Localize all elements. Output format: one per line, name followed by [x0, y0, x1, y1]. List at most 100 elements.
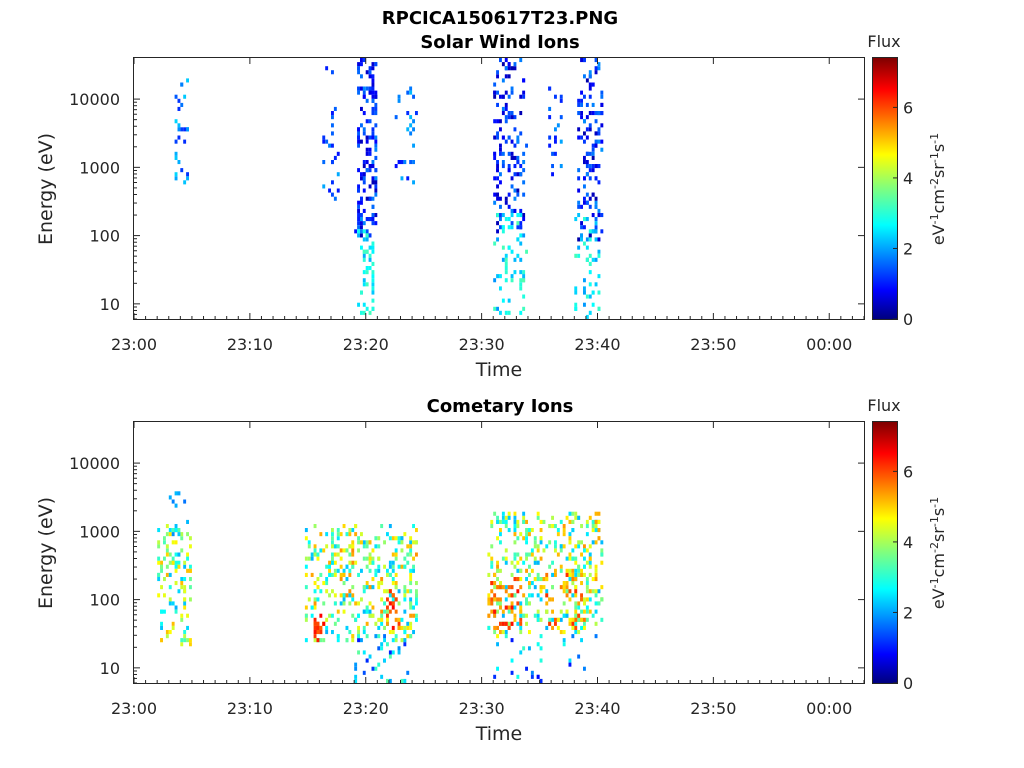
heatmap-cell [591, 147, 595, 152]
heatmap-cell [157, 544, 161, 549]
heatmap-cell [304, 613, 308, 618]
heatmap-cell [501, 519, 505, 524]
heatmap-cell [186, 519, 189, 524]
heatmap-cell [516, 192, 520, 197]
heatmap-cell [594, 528, 598, 533]
heatmap-cell [380, 621, 384, 626]
heatmap-cell [177, 123, 181, 128]
heatmap-cell [499, 196, 502, 201]
heatmap-cell [585, 127, 589, 132]
heatmap-cell [504, 605, 508, 610]
heatmap-cell [583, 666, 586, 671]
heatmap-cell [331, 532, 334, 537]
heatmap-cell [351, 593, 355, 598]
heatmap-cell [501, 160, 505, 165]
heatmap-cell [351, 613, 355, 618]
heatmap-cell [174, 528, 178, 533]
heatmap-cell [310, 552, 314, 557]
colorbar-title: Flux [867, 396, 900, 415]
heatmap-cell [331, 160, 334, 165]
heatmap-cell [357, 213, 360, 218]
heatmap-cell [588, 552, 592, 557]
heatmap-cell [565, 609, 569, 614]
heatmap-cell [507, 225, 511, 230]
heatmap-cell [499, 286, 502, 291]
heatmap-cell [583, 94, 586, 99]
heatmap-cell [594, 204, 598, 209]
heatmap-cell [594, 164, 598, 169]
heatmap-cell [380, 524, 384, 529]
heatmap-cell [368, 613, 372, 618]
heatmap-cell [559, 568, 563, 573]
heatmap-cell [499, 532, 502, 537]
heatmap-cell [516, 536, 520, 541]
heatmap-cell [539, 536, 543, 541]
heatmap-cell [516, 577, 520, 582]
heatmap-cell [525, 532, 528, 537]
heatmap-cell [583, 601, 586, 606]
heatmap-cell [504, 200, 508, 205]
heatmap-cell [554, 572, 557, 577]
heatmap-cell [168, 532, 172, 537]
heatmap-cell [357, 188, 360, 193]
heatmap-cell [580, 98, 583, 103]
heatmap-cell [394, 597, 398, 602]
heatmap-cell [522, 168, 526, 173]
heatmap-cell [568, 572, 572, 577]
heatmap-cell [600, 548, 604, 553]
heatmap-cell [594, 70, 598, 75]
heatmap-cell [536, 609, 540, 614]
heatmap-cell [513, 66, 517, 71]
heatmap-cell [171, 499, 175, 504]
heatmap-cell [360, 213, 363, 218]
heatmap-cell [394, 581, 398, 586]
heatmap-cell [496, 229, 499, 234]
heatmap-cell [562, 524, 566, 529]
heatmap-cell [189, 585, 192, 590]
heatmap-cell [551, 560, 554, 565]
heatmap-cell [574, 585, 578, 590]
heatmap-cell [496, 585, 499, 590]
heatmap-cell [183, 585, 187, 590]
heatmap-cell [342, 609, 346, 614]
heatmap-cell [585, 581, 589, 586]
heatmap-cell [371, 74, 375, 79]
heatmap-cell [313, 544, 317, 549]
heatmap-cell [357, 650, 360, 655]
heatmap-cell [496, 237, 499, 242]
heatmap-cell [168, 585, 172, 590]
heatmap-cell [496, 221, 499, 226]
heatmap-cell [325, 589, 329, 594]
heatmap-cell [368, 217, 372, 222]
heatmap-cell [594, 143, 598, 148]
heatmap-cell [583, 278, 586, 283]
heatmap-cell [594, 511, 598, 516]
heatmap-cell [542, 577, 546, 582]
heatmap-cell [412, 524, 415, 529]
heatmap-cell [174, 491, 178, 496]
heatmap-cell [585, 585, 589, 590]
heatmap-cell [565, 572, 569, 577]
heatmap-cell [412, 564, 415, 569]
heatmap-cell [588, 253, 592, 258]
heatmap-cell [594, 519, 598, 524]
heatmap-cell [331, 613, 334, 618]
heatmap-cell [160, 625, 163, 630]
heatmap-cell [562, 642, 566, 647]
heatmap-cell [403, 630, 407, 635]
heatmap-cell [600, 585, 604, 590]
heatmap-cell [559, 139, 563, 144]
heatmap-cell [415, 597, 418, 602]
heatmap-cell [565, 568, 569, 573]
heatmap-cell [365, 605, 369, 610]
heatmap-cell [583, 564, 586, 569]
heatmap-cell [513, 540, 517, 545]
heatmap-cell [342, 593, 346, 598]
heatmap-cell [554, 94, 557, 99]
heatmap-cell [574, 306, 578, 311]
heatmap-cell [357, 217, 360, 222]
heatmap-cell [568, 540, 572, 545]
heatmap-cell [174, 605, 178, 610]
heatmap-cell [409, 123, 413, 128]
heatmap-cell [163, 593, 166, 598]
